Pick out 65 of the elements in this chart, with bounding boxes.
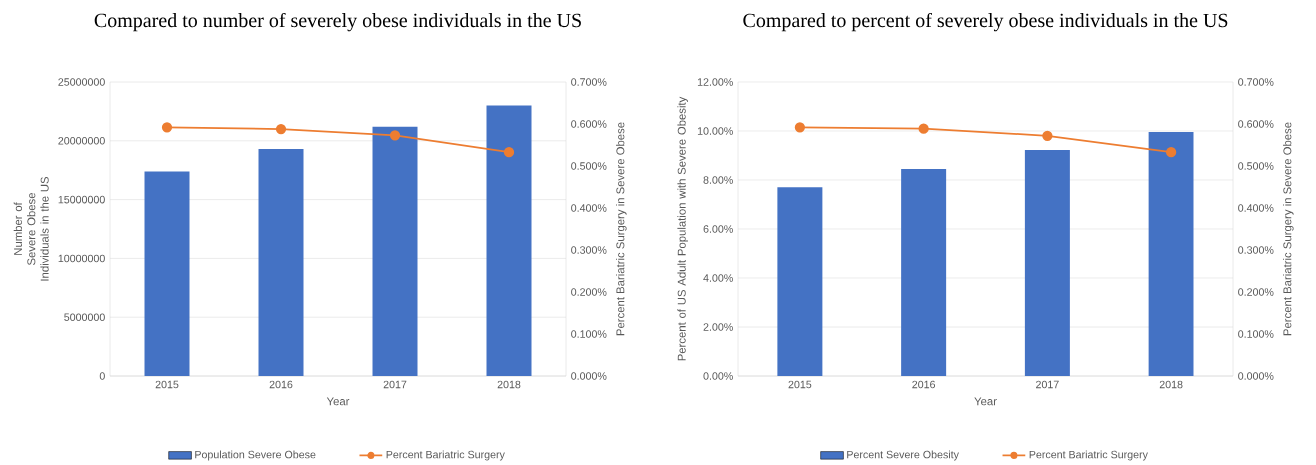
bar xyxy=(372,126,418,376)
point xyxy=(918,123,929,134)
x-tick-label: 2017 xyxy=(383,380,407,389)
y2-tick-label: 0.500% xyxy=(1238,162,1274,170)
y-axis-title: Number of Severe Obese Individuals in the US xyxy=(13,176,49,281)
bar xyxy=(1148,131,1194,376)
y2-tick-label: 0.300% xyxy=(1238,246,1274,254)
bar xyxy=(144,171,190,376)
y2-tick-label: 0.000% xyxy=(571,372,607,380)
x-tick-label: 2016 xyxy=(269,380,293,389)
y-tick-label: 2.00% xyxy=(703,323,733,331)
bar xyxy=(486,105,532,376)
x-tick-label: 2018 xyxy=(1159,380,1183,389)
chart-title: Compared to percent of severely obese individuals in the US xyxy=(743,12,1228,32)
y2-tick-label: 0.100% xyxy=(1238,330,1274,338)
y2-tick-label: 0.300% xyxy=(571,246,607,254)
y2-axis-title: Percent Bariatric Surgery in Severe Obese xyxy=(616,122,627,336)
y2-tick-label: 0.700% xyxy=(571,78,607,86)
y2-tick-label: 0.600% xyxy=(1238,120,1274,128)
y2-axis-title: Percent Bariatric Surgery in Severe Obese xyxy=(1283,122,1294,336)
y-tick-label: 15000000 xyxy=(58,195,105,204)
y-tick-label: 25000000 xyxy=(58,78,105,86)
bar xyxy=(1024,150,1070,376)
legend-label: Percent Bariatric Surgery xyxy=(1029,450,1148,461)
x-tick-label: 2018 xyxy=(497,380,521,389)
y2-tick-label: 0.100% xyxy=(571,330,607,338)
x-tick-label: 2017 xyxy=(1036,380,1059,389)
y-tick-label: 4.00% xyxy=(703,274,733,282)
y-tick-label: 12.00% xyxy=(697,78,733,86)
x-tick-label: 2015 xyxy=(155,380,179,389)
y2-tick-label: 0.200% xyxy=(571,288,607,296)
y2-tick-label: 0.400% xyxy=(571,204,607,212)
point xyxy=(275,123,287,135)
point xyxy=(389,130,401,141)
y-tick-label: 6.00% xyxy=(703,225,733,233)
point xyxy=(161,122,173,133)
bar xyxy=(901,168,947,376)
x-axis-title: Year xyxy=(974,397,997,406)
y-axis-title: Percent of US Adult Population with Severe Obesity xyxy=(677,96,688,361)
chart-title: Compared to number of severely obese individuals in the US xyxy=(94,12,581,32)
bar xyxy=(258,149,304,376)
legend-label: Population Severe Obese xyxy=(195,450,316,461)
y-tick-label: 0 xyxy=(99,372,105,380)
point xyxy=(503,147,515,158)
y2-tick-label: 0.400% xyxy=(1238,204,1274,212)
y-tick-label: 5000000 xyxy=(64,313,105,321)
point xyxy=(794,122,806,133)
point xyxy=(1042,130,1053,141)
y-tick-label: 10000000 xyxy=(58,254,105,263)
y2-tick-label: 0.500% xyxy=(571,162,607,170)
x-tick-label: 2016 xyxy=(912,380,936,389)
y-tick-label: 8.00% xyxy=(703,176,733,184)
y-tick-label: 10.00% xyxy=(697,127,733,135)
y2-tick-label: 0.600% xyxy=(571,120,607,128)
y2-tick-label: 0.700% xyxy=(1238,78,1274,86)
point xyxy=(1166,147,1177,158)
y-tick-label: 20000000 xyxy=(58,137,105,145)
x-tick-label: 2015 xyxy=(788,380,812,389)
bar xyxy=(777,187,823,376)
y2-tick-label: 0.200% xyxy=(1238,288,1274,296)
x-axis-title: Year xyxy=(326,397,350,406)
legend-label: Percent Severe Obesity xyxy=(847,450,959,461)
legend-label: Percent Bariatric Surgery xyxy=(386,450,505,461)
y-tick-label: 0.00% xyxy=(703,372,733,380)
y2-tick-label: 0.000% xyxy=(1238,372,1274,380)
